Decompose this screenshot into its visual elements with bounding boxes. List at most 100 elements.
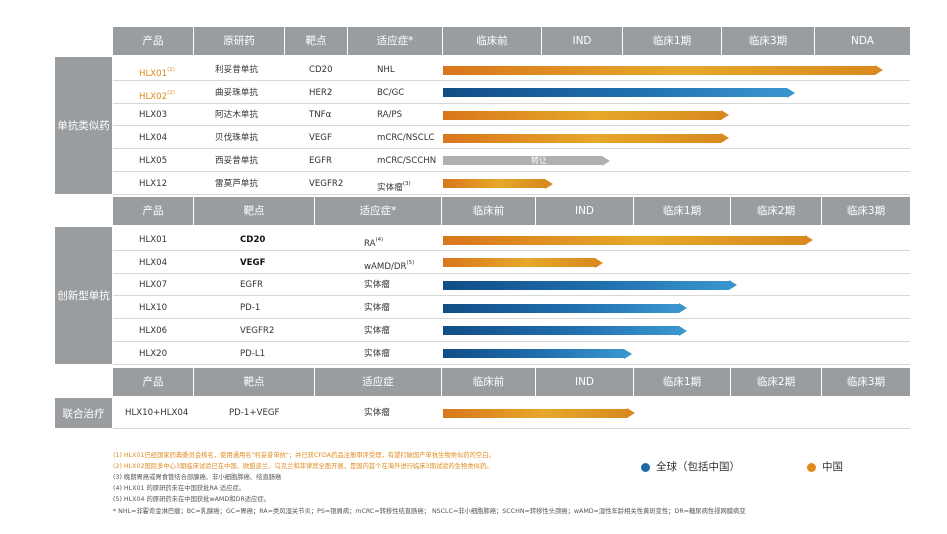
progress-bar-global <box>443 303 687 314</box>
header-product: 产品 <box>142 205 164 217</box>
original-drug: 西妥昔单抗 <box>215 155 258 166</box>
target: EGFR <box>309 155 333 166</box>
table-row: HLX02(2) 曲妥珠单抗 HER2 BC/GC <box>113 82 910 104</box>
indication: 实体瘤 <box>364 280 390 291</box>
header-indication: 适应症 <box>362 376 394 388</box>
header-row-combination: 产品 靶点 适应症 临床前 IND 临床1期 临床2期 临床3期 <box>113 368 910 396</box>
header-ind: IND <box>572 35 592 47</box>
product-name: HLX07 <box>139 280 168 291</box>
progress-bar-china <box>443 133 729 144</box>
table-row: HLX04 VEGF wAMD/DR(5) <box>113 252 910 274</box>
table-row: HLX04 贝伐珠单抗 VEGF mCRC/NSCLC <box>113 127 910 149</box>
table-row: HLX10 PD-1 实体瘤 <box>113 297 910 319</box>
target: HER2 <box>309 87 333 98</box>
product-name: HLX04 <box>139 257 168 268</box>
original-drug: 曲妥珠单抗 <box>215 87 258 98</box>
legend-china-dot <box>807 463 816 472</box>
table-row: HLX03 阿达木单抗 TNFα RA/PS <box>113 104 910 126</box>
footnote-4: (4) HLX01 的原研药未在中国获批RA 适应症。 <box>113 485 246 492</box>
table-row: HLX01 CD20 RA(4) <box>113 229 910 251</box>
indication: BC/GC <box>377 87 405 98</box>
header-original-drug: 原研药 <box>223 35 255 47</box>
indication: wAMD/DR(5) <box>364 259 415 272</box>
header-preclinical: 临床前 <box>472 205 505 217</box>
progress-bar-gray: 转让 <box>443 155 610 166</box>
section-label-biosimilar: 单抗类似药 <box>55 57 112 194</box>
header-target: 靶点 <box>305 35 327 47</box>
table-row: HLX12 雷莫芦单抗 VEGFR2 实体瘤(3) <box>113 173 910 195</box>
progress-bar-global <box>443 280 737 291</box>
indication: 实体瘤 <box>364 325 390 336</box>
header-ind: IND <box>574 376 595 388</box>
progress-bar-china <box>443 408 635 418</box>
indication: mCRC/NSCLC <box>377 133 435 144</box>
footnote-abbreviations: * NHL=非霍奇金淋巴瘤；BC=乳腺癌；GC=胃癌；RA=类风湿关节炎；PS=… <box>113 508 746 515</box>
target: PD-1 <box>240 303 261 314</box>
product-name: HLX05 <box>139 155 168 166</box>
header-phase3: 临床3期 <box>846 376 886 388</box>
footnote-2: (2) HLX02国际多中心3期临床试验已在中国、欧盟波兰、乌克兰和菲律宾全面开… <box>113 463 493 470</box>
header-phase1: 临床1期 <box>652 35 692 47</box>
table-row: HLX05 西妥昔单抗 EGFR mCRC/SCCHN 转让 <box>113 150 910 172</box>
footnote-3: (3) 晚期胃癌或胃食管结合部腺癌、非小细胞肺癌、结直肠癌 <box>113 474 282 481</box>
legend-global-dot <box>641 463 650 472</box>
section-label-innovative: 创新型单抗 <box>55 227 112 364</box>
footnote-5: (5) HLX04 的原研药未在中国获批wAMD和DR适应症。 <box>113 496 270 503</box>
product-name: HLX12 <box>139 178 168 189</box>
progress-bar-china <box>443 257 603 268</box>
target: PD-1+VEGF <box>229 408 280 418</box>
header-product: 产品 <box>142 376 164 388</box>
header-phase1: 临床1期 <box>662 205 702 217</box>
header-row-biosimilar: 产品 原研药 靶点 适应症* 临床前 IND 临床1期 临床3期 NDA <box>113 27 910 55</box>
header-preclinical: 临床前 <box>472 376 505 388</box>
indication: 实体瘤 <box>364 348 390 359</box>
product-name: HLX01(1) <box>139 67 175 79</box>
section-label-combination: 联合治疗 <box>55 398 112 428</box>
product-name: HLX02(2) <box>139 89 175 102</box>
target: PD-L1 <box>240 348 266 359</box>
target: CD20 <box>309 65 333 75</box>
product-name: HLX10 <box>139 303 168 314</box>
indication: NHL <box>377 65 395 75</box>
indication: mCRC/SCCHN <box>377 155 437 166</box>
header-phase1: 临床1期 <box>662 376 702 388</box>
header-indication: 适应症* <box>359 205 397 217</box>
progress-bar-global <box>443 348 632 359</box>
indication: 实体瘤 <box>364 303 390 314</box>
product-name: HLX01 <box>139 235 168 245</box>
product-name: HLX06 <box>139 325 168 336</box>
product-name: HLX10+HLX04 <box>125 408 189 418</box>
target: VEGF <box>309 133 332 144</box>
target: VEGFR2 <box>240 325 275 336</box>
target: CD20 <box>240 235 266 245</box>
table-row: HLX20 PD-L1 实体瘤 <box>113 343 910 365</box>
original-drug: 雷莫芦单抗 <box>215 178 258 189</box>
header-phase3: 临床3期 <box>846 205 886 217</box>
original-drug: 阿达木单抗 <box>215 110 258 121</box>
target: EGFR <box>240 280 264 291</box>
table-row: HLX06 VEGFR2 实体瘤 <box>113 320 910 342</box>
legend-global-label: 全球（包括中国） <box>656 461 740 473</box>
table-row: HLX01(1) 利妥昔单抗 CD20 NHL <box>113 59 910 81</box>
footnote-1: (1) HLX01已经国家药典委员会核名，使用通用名"利妥昔单抗"；并已获CFD… <box>113 452 495 459</box>
header-phase2: 临床2期 <box>756 376 796 388</box>
progress-bar-china <box>443 235 813 245</box>
header-target: 靶点 <box>243 205 265 217</box>
product-name: HLX20 <box>139 348 168 359</box>
header-preclinical: 临床前 <box>476 35 508 47</box>
product-name: HLX04 <box>139 133 168 144</box>
legend-china-label: 中国 <box>822 461 843 473</box>
header-ind: IND <box>574 205 595 217</box>
target: VEGFR2 <box>309 178 344 189</box>
indication: RA/PS <box>377 110 403 121</box>
header-nda: NDA <box>851 35 874 47</box>
header-row-innovative: 产品 靶点 适应症* 临床前 IND 临床1期 临床2期 临床3期 <box>113 197 910 225</box>
progress-bar-china <box>443 65 883 75</box>
target: TNFα <box>309 110 332 121</box>
indication: 实体瘤 <box>364 408 390 418</box>
progress-bar-china <box>443 178 553 189</box>
indication: RA(4) <box>364 237 384 249</box>
progress-bar-label: 转让 <box>531 156 547 166</box>
progress-bar-global <box>443 87 795 98</box>
product-name: HLX03 <box>139 110 168 121</box>
